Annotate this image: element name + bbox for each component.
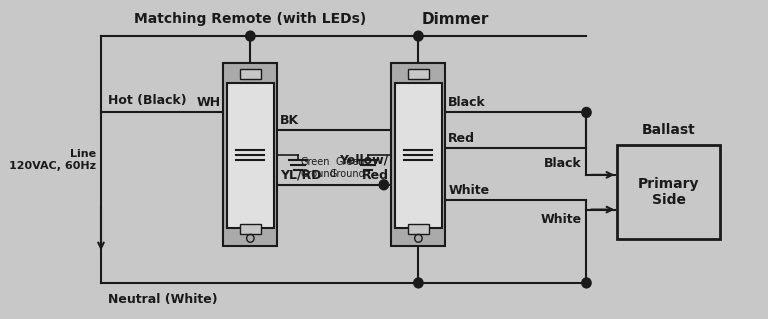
Bar bbox=[240, 69, 260, 79]
Text: Matching Remote (with LEDs): Matching Remote (with LEDs) bbox=[134, 12, 366, 26]
Text: Dimmer: Dimmer bbox=[422, 12, 489, 27]
Bar bbox=[227, 83, 273, 228]
Circle shape bbox=[582, 278, 591, 288]
Text: White: White bbox=[541, 212, 582, 226]
Bar bbox=[617, 145, 720, 239]
Bar bbox=[223, 63, 277, 246]
Bar bbox=[408, 225, 429, 234]
Text: Hot (Black): Hot (Black) bbox=[108, 94, 187, 108]
Circle shape bbox=[582, 108, 591, 117]
Text: White: White bbox=[449, 184, 489, 197]
Text: Primary
Side: Primary Side bbox=[638, 177, 700, 207]
Text: Red: Red bbox=[449, 132, 475, 145]
Text: Green
Ground: Green Ground bbox=[301, 157, 336, 179]
Text: Black: Black bbox=[449, 96, 486, 109]
Text: YL/RD: YL/RD bbox=[280, 169, 322, 182]
Circle shape bbox=[246, 31, 255, 41]
Circle shape bbox=[379, 180, 389, 190]
Bar bbox=[395, 83, 442, 228]
Text: Line
120VAC, 60Hz: Line 120VAC, 60Hz bbox=[9, 149, 96, 171]
Text: Neutral (White): Neutral (White) bbox=[108, 293, 218, 306]
Bar bbox=[392, 63, 445, 246]
Text: Yellow/
Red: Yellow/ Red bbox=[339, 154, 389, 182]
Circle shape bbox=[414, 278, 423, 288]
Bar bbox=[240, 225, 260, 234]
Bar bbox=[408, 69, 429, 79]
Circle shape bbox=[414, 31, 423, 41]
Text: BK: BK bbox=[280, 114, 300, 127]
Text: Black: Black bbox=[544, 157, 582, 170]
Text: Ballast: Ballast bbox=[642, 123, 696, 137]
Text: Green
Ground: Green Ground bbox=[329, 157, 365, 179]
Text: WH: WH bbox=[197, 96, 220, 109]
